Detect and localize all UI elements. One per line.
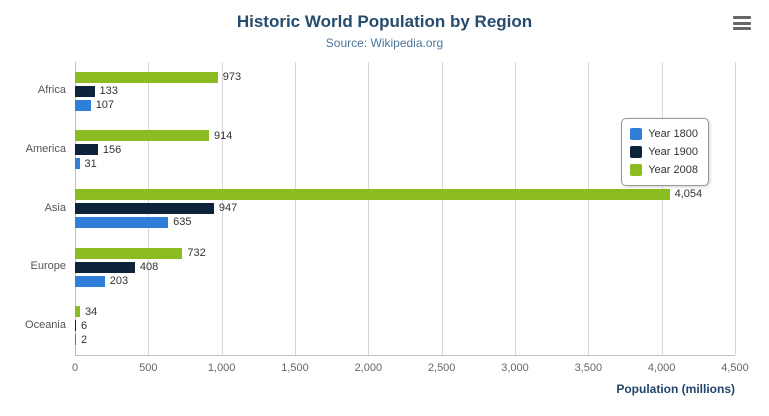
- chart-title: Historic World Population by Region: [236, 12, 533, 31]
- bar-row: 156: [75, 143, 735, 156]
- legend-item-year-2008[interactable]: Year 2008: [630, 161, 698, 179]
- plot-area: 973 133 107 914 156 31 4,054 947 635 732 408 203 34 6…: [75, 62, 736, 356]
- bar-row: 2: [75, 333, 735, 346]
- tick-label: 2,000: [354, 362, 383, 374]
- bar-oceania-year-1900[interactable]: [75, 320, 76, 332]
- bar-row: 4,054: [75, 188, 735, 201]
- bar-row: 635: [75, 216, 735, 229]
- category-label-oceania: Oceania: [25, 318, 66, 331]
- bar-europe-year-1900[interactable]: [75, 261, 135, 273]
- bar-row: 107: [75, 99, 735, 112]
- gridline: [588, 62, 590, 355]
- bar-label: 31: [84, 157, 97, 170]
- x-axis-line: [75, 355, 735, 356]
- chart-subtitle: Source: Wikipedia.org: [325, 36, 444, 50]
- gridline: [515, 62, 516, 355]
- bar-asia-year-1900[interactable]: [75, 202, 214, 214]
- bar-label: 408: [139, 261, 159, 274]
- gridline: [368, 62, 370, 355]
- bar-asia-year-2008[interactable]: [75, 188, 670, 200]
- bar-row: 203: [75, 275, 735, 288]
- gridline: [221, 62, 223, 355]
- bar-label: 6: [81, 319, 88, 332]
- bar-europe-year-2008[interactable]: [75, 247, 183, 259]
- bar-row: 34: [75, 305, 735, 318]
- legend: Year 1800 Year 1900 Year 2008: [621, 118, 709, 186]
- bar-row: 732: [75, 247, 735, 260]
- bar-label: 947: [218, 202, 238, 215]
- bar-europe-year-1800[interactable]: [75, 275, 105, 287]
- legend-swatch-icon: [630, 128, 643, 140]
- bar-label: 732: [187, 247, 206, 260]
- tick-label: 4,000: [647, 362, 676, 374]
- bar-label: 203: [109, 275, 129, 288]
- bar-label: 34: [84, 305, 98, 318]
- tick-label: 3,000: [501, 362, 529, 374]
- gridline: [735, 62, 736, 355]
- category-label-europe: Europe: [30, 260, 66, 273]
- bar-label: 914: [214, 129, 233, 142]
- bar-africa-year-1800[interactable]: [75, 99, 91, 111]
- bar-row: 914: [75, 129, 735, 142]
- bar-america-year-1800[interactable]: [75, 158, 80, 170]
- bar-label: 107: [95, 99, 115, 112]
- legend-swatch-icon: [630, 164, 643, 176]
- bar-label: 973: [222, 71, 242, 84]
- legend-swatch-icon: [630, 146, 643, 158]
- tick-label: 2,500: [427, 362, 456, 374]
- bar-america-year-2008[interactable]: [75, 130, 210, 142]
- bar-asia-year-1800[interactable]: [75, 216, 169, 228]
- category-label-america: America: [25, 142, 66, 155]
- gridline: [441, 62, 443, 355]
- bar-group: 4,054 947 635: [75, 179, 735, 238]
- hamburger-menu-icon[interactable]: [731, 14, 753, 32]
- bar-africa-year-2008[interactable]: [75, 71, 218, 83]
- gridline: [295, 62, 296, 355]
- category-label-africa: Africa: [37, 84, 66, 97]
- bar-group: 732 408 203: [75, 238, 735, 297]
- bar-group: 914 156 31: [75, 121, 735, 180]
- gridline: [661, 62, 663, 355]
- tick-label: 3,500: [574, 362, 603, 374]
- bar-label: 2: [81, 333, 88, 346]
- bar-label: 4,054: [674, 188, 703, 201]
- bar-row: 947: [75, 202, 735, 215]
- bar-africa-year-1900[interactable]: [75, 85, 95, 97]
- bar-group: 34 6 2: [75, 296, 735, 355]
- bar-label: 133: [99, 85, 118, 98]
- bar-row: 31: [75, 157, 735, 170]
- legend-label: Year 2008: [648, 164, 698, 176]
- bar-oceania-year-2008[interactable]: [75, 306, 80, 318]
- category-label-asia: Asia: [44, 201, 66, 214]
- bar-oceania-year-1800[interactable]: [75, 334, 76, 346]
- bar-row: 973: [75, 71, 735, 84]
- bar-group: 973 133 107: [75, 62, 735, 121]
- tick-label: 500: [139, 362, 158, 374]
- legend-label: Year 1900: [648, 146, 698, 158]
- tick-label: 0: [71, 362, 79, 374]
- tick-label: 4,500: [721, 362, 749, 374]
- bar-label: 635: [173, 216, 192, 229]
- legend-label: Year 1800: [648, 128, 698, 140]
- bar-label: 156: [102, 143, 122, 156]
- bar-row: 133: [75, 85, 735, 98]
- bar-row: 408: [75, 261, 735, 274]
- tick-label: 1,000: [207, 362, 236, 374]
- bar-row: 6: [75, 319, 735, 332]
- tick-label: 1,500: [281, 362, 309, 374]
- legend-item-year-1800[interactable]: Year 1800: [630, 125, 698, 143]
- legend-item-year-1900[interactable]: Year 1900: [630, 143, 698, 161]
- x-axis-title: Population (millions): [616, 382, 735, 396]
- bar-america-year-1900[interactable]: [75, 144, 98, 156]
